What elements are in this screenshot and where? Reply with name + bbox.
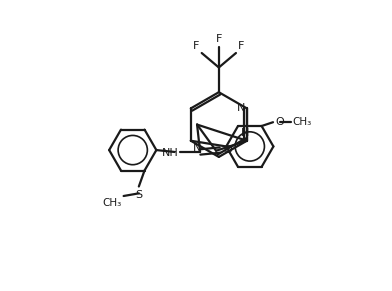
Text: F: F <box>216 34 222 44</box>
Text: S: S <box>135 190 142 200</box>
Text: CH₃: CH₃ <box>103 198 122 208</box>
Text: NH: NH <box>162 148 178 158</box>
Text: F: F <box>193 41 200 51</box>
Text: CH₃: CH₃ <box>293 117 312 127</box>
Text: N: N <box>237 103 245 113</box>
Text: O: O <box>223 145 232 155</box>
Text: F: F <box>238 41 245 51</box>
Text: N: N <box>241 128 249 138</box>
Text: O: O <box>275 117 284 127</box>
Text: N: N <box>193 143 201 153</box>
